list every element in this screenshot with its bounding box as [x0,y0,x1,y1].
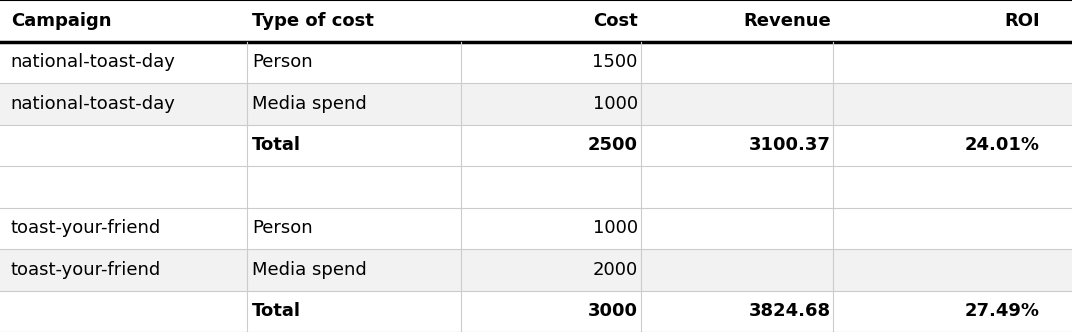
Text: 2000: 2000 [593,261,638,279]
Text: Cost: Cost [593,12,638,30]
Bar [0,166,1072,208]
Text: Total: Total [252,136,301,154]
Text: toast-your-friend: toast-your-friend [11,219,161,237]
Bar [0,249,1072,290]
Text: Person: Person [252,53,313,71]
Text: national-toast-day: national-toast-day [11,53,176,71]
Bar [0,83,1072,124]
Bar [0,124,1072,166]
Text: 1500: 1500 [593,53,638,71]
Text: 3824.68: 3824.68 [748,302,831,320]
Bar [0,290,1072,332]
Text: Total: Total [252,302,301,320]
Text: Campaign: Campaign [11,12,111,30]
Bar [0,208,1072,249]
Text: Type of cost: Type of cost [252,12,374,30]
Text: 3000: 3000 [587,302,638,320]
Text: 1000: 1000 [593,95,638,113]
Text: ROI: ROI [1004,12,1040,30]
Bar [0,0,1072,42]
Text: Person: Person [252,219,313,237]
Bar [0,42,1072,83]
Text: 3100.37: 3100.37 [749,136,831,154]
Text: Media spend: Media spend [252,95,367,113]
Text: Media spend: Media spend [252,261,367,279]
Text: 27.49%: 27.49% [965,302,1040,320]
Text: toast-your-friend: toast-your-friend [11,261,161,279]
Text: 24.01%: 24.01% [965,136,1040,154]
Text: national-toast-day: national-toast-day [11,95,176,113]
Text: Revenue: Revenue [743,12,831,30]
Text: 1000: 1000 [593,219,638,237]
Text: 2500: 2500 [587,136,638,154]
